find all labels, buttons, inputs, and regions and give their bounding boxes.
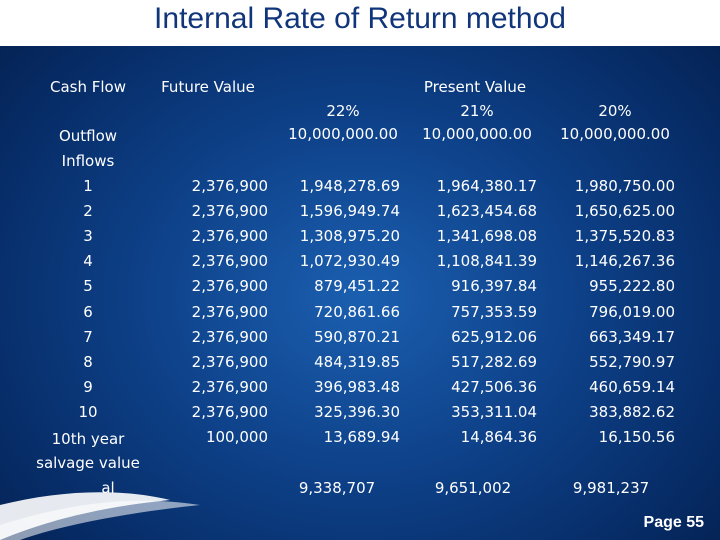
row-pv-20: 796,019.00	[589, 303, 675, 321]
row-pv-20: 663,349.17	[589, 328, 675, 346]
salvage-label-line2: salvage value	[36, 454, 140, 472]
row-pv-21: 1,964,380.17	[436, 177, 537, 195]
row-future-value: 2,376,900	[191, 378, 268, 396]
row-future-value: 2,376,900	[191, 202, 268, 220]
row-future-value: 2,376,900	[191, 277, 268, 295]
row-pv-22: 720,861.66	[314, 303, 400, 321]
row-period: 2	[83, 202, 93, 220]
row-future-value: 2,376,900	[191, 227, 268, 245]
row-pv-20: 955,222.80	[589, 277, 675, 295]
total-pv20: 9,981,237	[572, 479, 650, 497]
row-future-value: 2,376,900	[191, 303, 268, 321]
row-period: 7	[83, 328, 93, 346]
row-period: 9	[83, 378, 93, 396]
row-future-value: 2,376,900	[191, 177, 268, 195]
row-pv-20: 1,980,750.00	[574, 177, 675, 195]
row-period: 6	[83, 303, 93, 321]
header-future-value: Future Value	[161, 78, 255, 96]
total-label: al	[101, 479, 115, 497]
salvage-pv22: 13,689.94	[323, 428, 400, 446]
row-pv-22: 1,948,278.69	[299, 177, 400, 195]
page-title: Internal Rate of Return method	[154, 2, 566, 35]
outflow-label: Outflow	[58, 127, 118, 145]
row-pv-21: 916,397.84	[451, 277, 537, 295]
row-pv-21: 353,311.04	[451, 403, 537, 421]
row-period: 1	[83, 177, 93, 195]
header-present-value: Present Value	[423, 78, 527, 96]
row-period: 10	[78, 403, 98, 421]
page-number: Page 55	[643, 514, 704, 531]
row-pv-22: 396,983.48	[314, 378, 400, 396]
row-pv-21: 757,353.59	[451, 303, 537, 321]
row-pv-22: 590,870.21	[314, 328, 400, 346]
total-pv22: 9,338,707	[298, 479, 376, 497]
row-future-value: 2,376,900	[191, 403, 268, 421]
row-pv-22: 484,319.85	[314, 353, 400, 371]
header-rate-20: 20%	[598, 102, 632, 120]
row-period: 8	[83, 353, 93, 371]
row-pv-22: 325,396.30	[314, 403, 400, 421]
row-pv-21: 1,108,841.39	[436, 252, 537, 270]
salvage-pv21: 14,864.36	[460, 428, 537, 446]
row-pv-20: 460,659.14	[589, 378, 675, 396]
row-pv-21: 1,341,698.08	[436, 227, 537, 245]
salvage-pv20: 16,150.56	[598, 428, 675, 446]
row-pv-20: 552,790.97	[589, 353, 675, 371]
salvage-fv: 100,000	[205, 428, 268, 446]
outflow-pv21: 10,000,000.00	[422, 125, 532, 143]
row-pv-20: 1,375,520.83	[574, 227, 675, 245]
row-pv-22: 1,596,949.74	[299, 202, 400, 220]
inflows-label: Inflows	[61, 152, 115, 170]
row-pv-20: 1,146,267.36	[574, 252, 675, 270]
row-period: 5	[83, 277, 93, 295]
outflow-pv20: 10,000,000.00	[560, 125, 670, 143]
row-pv-21: 1,623,454.68	[436, 202, 537, 220]
header-rate-21: 21%	[460, 102, 494, 120]
title-bar	[0, 0, 720, 46]
row-pv-21: 427,506.36	[451, 378, 537, 396]
row-period: 3	[83, 227, 93, 245]
row-pv-21: 517,282.69	[451, 353, 537, 371]
row-period: 4	[83, 252, 93, 270]
row-future-value: 2,376,900	[191, 328, 268, 346]
outflow-pv22: 10,000,000.00	[288, 125, 398, 143]
header-rate-22: 22%	[326, 102, 360, 120]
row-pv-22: 1,072,930.49	[299, 252, 400, 270]
row-pv-22: 879,451.22	[314, 277, 400, 295]
row-future-value: 2,376,900	[191, 353, 268, 371]
row-future-value: 2,376,900	[191, 252, 268, 270]
row-pv-21: 625,912.06	[451, 328, 537, 346]
row-pv-22: 1,308,975.20	[299, 227, 400, 245]
row-pv-20: 1,650,625.00	[574, 202, 675, 220]
header-cash-flow: Cash Flow	[50, 78, 126, 96]
salvage-label-line1: 10th year	[51, 430, 125, 448]
row-pv-20: 383,882.62	[589, 403, 675, 421]
total-pv21: 9,651,002	[434, 479, 512, 497]
